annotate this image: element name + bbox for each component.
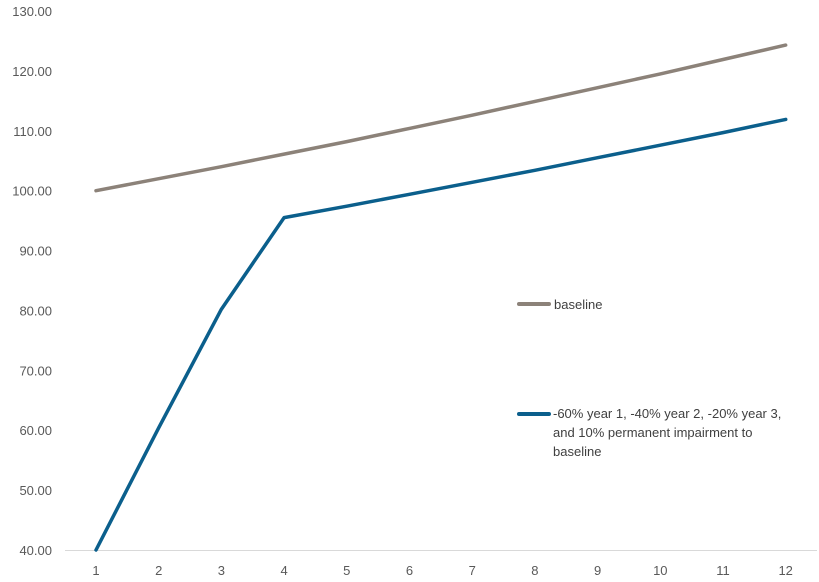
y-axis-ticks: 40.00 50.00 60.00 70.00 80.00 90.00 100.00 110.… (12, 4, 52, 558)
x-tick-label: 3 (218, 563, 225, 578)
x-tick-label: 2 (155, 563, 162, 578)
y-tick-label: 120.00 (12, 64, 52, 79)
x-tick-label: 11 (716, 563, 730, 578)
x-tick-label: 12 (778, 563, 792, 578)
x-tick-label: 1 (92, 563, 99, 578)
y-tick-label: 100.00 (12, 184, 52, 199)
legend-label-line-2: and 10% permanent impairment to (553, 425, 753, 440)
y-tick-label: 50.00 (19, 483, 52, 498)
x-tick-label: 4 (280, 563, 287, 578)
y-tick-label: 110.00 (13, 124, 52, 139)
x-tick-label: 7 (469, 563, 476, 578)
y-tick-label: 60.00 (19, 423, 52, 438)
x-tick-label: 8 (531, 563, 538, 578)
y-tick-label: 130.00 (12, 4, 52, 19)
legend-label-line-3: baseline (553, 444, 602, 459)
x-axis-ticks: 1 2 3 4 5 6 7 8 9 10 11 12 (92, 563, 793, 578)
x-tick-label: 10 (653, 563, 667, 578)
x-tick-label: 9 (594, 563, 601, 578)
series-line-baseline (94, 43, 788, 193)
legend-swatch-baseline (517, 302, 551, 306)
legend-label-baseline: baseline (554, 297, 603, 312)
y-tick-label: 80.00 (19, 303, 52, 318)
series-lines (94, 43, 788, 552)
legend-label-impairment: -60% year 1, -40% year 2, -20% year 3, a… (553, 404, 803, 461)
x-tick-label: 6 (406, 563, 413, 578)
series-line-impairment (94, 117, 788, 552)
y-tick-label: 70.00 (19, 363, 52, 378)
x-tick-label: 5 (343, 563, 350, 578)
legend-swatch-impairment (517, 412, 551, 416)
y-tick-label: 40.00 (19, 543, 52, 558)
legend-label-line-1: -60% year 1, -40% year 2, -20% year 3, (553, 406, 782, 421)
y-tick-label: 90.00 (19, 244, 52, 259)
